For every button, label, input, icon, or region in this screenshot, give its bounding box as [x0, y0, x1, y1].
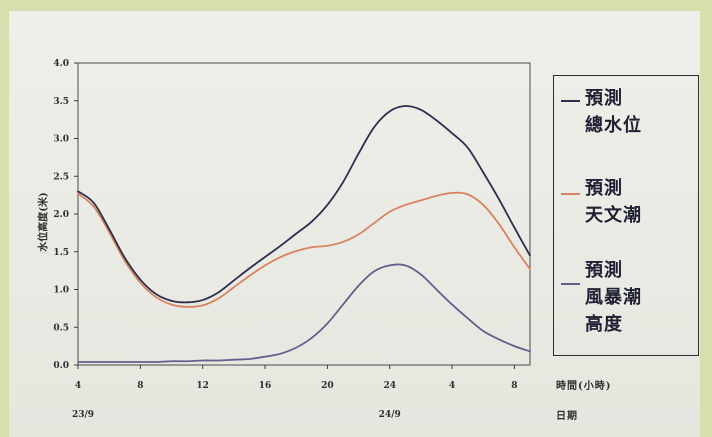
- x-tick-label: 8: [511, 381, 517, 391]
- x-axis-ticks: 4 23/9 8 12 16 20 24 24/9 4 8: [72, 365, 518, 420]
- chart-panel: [9, 11, 700, 437]
- legend-swatch-storm-surge: [561, 283, 580, 285]
- y-tick-label: 3.0: [53, 135, 69, 145]
- legend-label-astronomical-tide: 預測 天文潮: [585, 178, 642, 226]
- astronomical-tide-line: [77, 191, 531, 308]
- y-axis-ticks: 0.0 0.5 1.0 1.5 2.0 2.5 3.0 3.5 4.0: [53, 59, 78, 371]
- legend-label-storm-surge: 預測 風暴潮 高度: [585, 260, 642, 335]
- y-tick-label: 1.5: [53, 248, 69, 258]
- date-tick-label: 23/9: [72, 410, 94, 420]
- legend: 預測 總水位 預測 天文潮 預測 風暴潮 高度: [553, 75, 699, 356]
- legend-swatch-astronomical-tide: [561, 193, 580, 195]
- plot-frame: [77, 62, 531, 366]
- x-axis-label: 時間(小時): [556, 381, 612, 392]
- legend-label-total-water-level: 預測 總水位: [585, 88, 642, 136]
- x-tick-label: 4: [75, 381, 81, 391]
- y-tick-label: 2.0: [53, 210, 69, 220]
- y-tick-label: 3.5: [53, 97, 69, 107]
- y-tick-label: 1.0: [53, 286, 69, 296]
- legend-item-total-water-level: 預測 總水位: [554, 85, 698, 136]
- legend-item-astronomical-tide: 預測 天文潮: [554, 175, 698, 226]
- date-tick-label: 24/9: [379, 410, 401, 420]
- x-tick-label: 8: [137, 381, 143, 391]
- x-tick-label: 16: [259, 381, 272, 391]
- date-axis-label: 日期: [556, 411, 578, 422]
- x-tick-label: 4: [449, 381, 455, 391]
- total-water-level-line: [77, 105, 531, 304]
- y-tick-label: 0.0: [53, 361, 69, 371]
- y-tick-label: 2.5: [53, 172, 69, 182]
- series-lines: [77, 105, 531, 363]
- y-tick-label: 4.0: [53, 59, 69, 69]
- storm-surge-line: [77, 263, 531, 363]
- legend-swatch-total-water-level: [561, 100, 580, 102]
- x-tick-label: 24: [383, 381, 396, 391]
- x-tick-label: 20: [321, 381, 334, 391]
- legend-item-storm-surge: 預測 風暴潮 高度: [554, 257, 698, 335]
- y-axis-label: 水位高度(米): [38, 192, 50, 252]
- x-tick-label: 12: [196, 381, 209, 391]
- y-tick-label: 0.5: [53, 323, 69, 333]
